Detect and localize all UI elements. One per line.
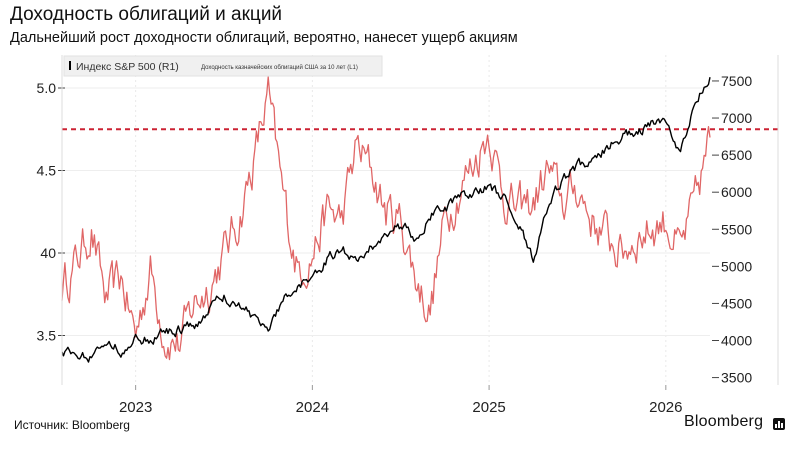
chart-subtitle: Дальнейший рост доходности облигаций, ве… bbox=[10, 30, 518, 46]
grid bbox=[62, 55, 710, 385]
axes-layer: 2023 2024 2025 2026 5.0 4.5 40 3.5 7500 7000 6500 6… bbox=[37, 55, 779, 416]
legend: Индекс S&P 500 (R1) Доходность казначейс… bbox=[63, 55, 383, 77]
source-note: Источник: Bloomberg bbox=[14, 418, 130, 432]
x-tick-label: 2023 bbox=[119, 399, 152, 416]
left-tick-label: 4.5 bbox=[37, 163, 57, 179]
right-tick-label: 5500 bbox=[721, 221, 752, 237]
legend-label-yield: Доходность казначейских облигаций США за… bbox=[201, 64, 358, 71]
left-tick-label: 40 bbox=[40, 245, 56, 261]
bloomberg-terminal-icon bbox=[773, 418, 785, 430]
left-tick-label: 3.5 bbox=[37, 328, 57, 344]
x-tick-label: 2024 bbox=[296, 399, 329, 416]
legend-box bbox=[63, 55, 383, 77]
right-tick-label: 7500 bbox=[721, 73, 752, 89]
x-tick-label: 2026 bbox=[649, 399, 682, 416]
left-tick-label: 5.0 bbox=[37, 80, 57, 96]
right-tick-label: 4000 bbox=[721, 333, 752, 349]
right-tick-label: 6000 bbox=[721, 184, 752, 200]
right-tick-label: 6500 bbox=[721, 147, 752, 163]
legend-label-sp500: Индекс S&P 500 (R1) bbox=[76, 61, 179, 73]
right-tick-label: 4500 bbox=[721, 295, 752, 311]
right-tick-label: 3500 bbox=[721, 370, 752, 386]
series-line-0 bbox=[61, 77, 711, 363]
series-layer bbox=[61, 76, 711, 363]
x-tick-label: 2025 bbox=[472, 399, 505, 416]
legend-marker-sp500 bbox=[69, 61, 71, 70]
bloomberg-logo: Bloomberg bbox=[684, 413, 764, 430]
right-tick-label: 7000 bbox=[721, 110, 752, 126]
right-tick-label: 5000 bbox=[721, 258, 752, 274]
chart-title: Доходность облигаций и акций bbox=[10, 4, 283, 25]
series-line-1 bbox=[61, 76, 711, 361]
